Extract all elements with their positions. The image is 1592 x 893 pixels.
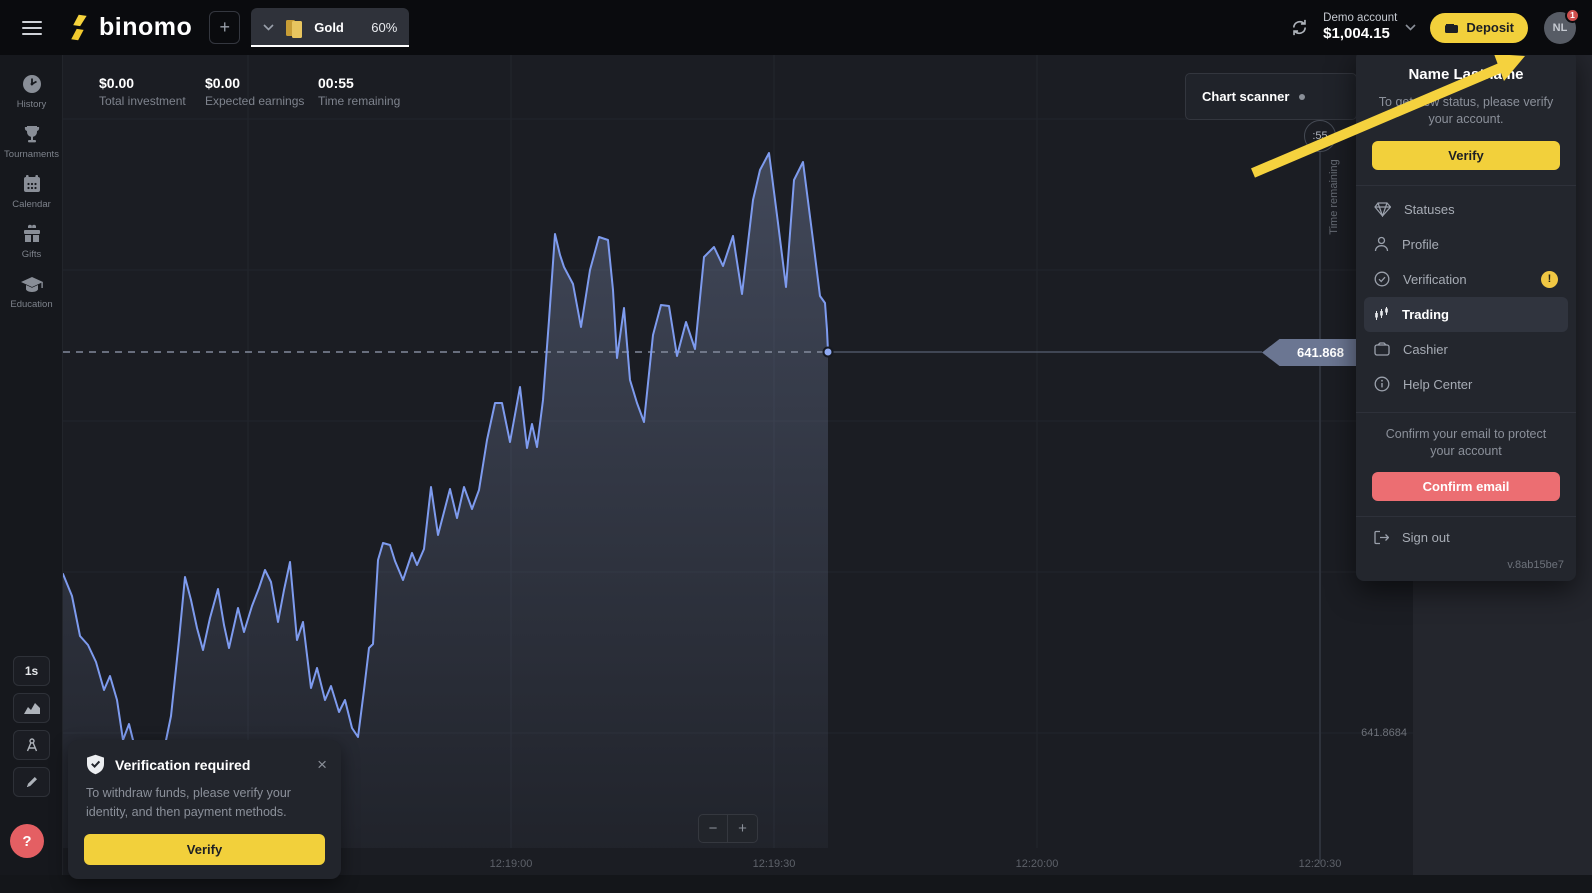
stat-time-remaining: 00:55 Time remaining [318,75,401,109]
stat-total-investment: $0.00 Total investment [99,75,186,109]
top-bar: binomo + Gold 60% Demo account $1,004.15 [0,0,1592,55]
avatar[interactable]: NL 1 [1544,7,1580,44]
left-sidebar: History Tournaments Calendar [0,55,63,893]
zoom-out-button[interactable]: − [698,814,728,843]
compass-icon [26,738,37,752]
chart-scanner-button[interactable]: Chart scanner [1185,73,1357,120]
help-button[interactable]: ? [10,824,44,858]
email-note: Confirm your email to protect your accou… [1385,426,1547,458]
status-note: To get new status, please verify your ac… [1378,95,1554,126]
verification-notification: Verification required × To withdraw fund… [68,740,341,879]
pencil-icon [26,777,37,787]
chart-zoom-controls: − + [698,814,758,843]
trophy-icon [24,126,39,143]
user-name: Name Lastname [1408,66,1524,83]
asset-tab-gold[interactable]: Gold 60% [251,8,410,47]
time-axis-tick: 12:19:00 [489,858,533,870]
check-circle-icon [1374,271,1390,287]
sidebar-item-gifts[interactable]: Gifts [0,222,63,260]
notification-title: Verification required [115,756,251,773]
gift-icon [23,224,40,242]
notification-verify-button[interactable]: Verify [84,833,325,865]
candlestick-chart-icon [1375,307,1388,321]
graduation-cap-icon [20,277,43,292]
timeframe-button[interactable]: 1s [13,656,50,686]
chart-type-button[interactable] [13,693,50,723]
deposit-label: Deposit [1466,20,1514,35]
sidebar-item-education[interactable]: Education [0,272,63,310]
zoom-in-button[interactable]: + [728,814,758,843]
sidebar-item-history[interactable]: History [0,72,63,110]
bottom-band [0,875,1592,893]
current-price-tag: 641.868 [1262,339,1365,366]
asset-name: Gold [314,20,344,35]
confirm-email-button[interactable]: Confirm email [1372,471,1560,501]
calendar-icon [23,175,40,192]
account-balance: $1,004.15 [1323,25,1390,43]
notification-body: To withdraw funds, please verify your id… [86,786,291,819]
area-chart-icon [23,703,40,714]
shield-check-icon [87,754,104,775]
sidebar-item-tournaments[interactable]: Tournaments [0,122,63,160]
drawing-tools-button[interactable] [13,767,50,797]
refresh-icon[interactable] [1290,18,1309,37]
logo-text: binomo [99,13,193,41]
lightning-bolt-icon [71,14,87,40]
chevron-down-icon[interactable] [1405,24,1416,31]
menu-item-statuses[interactable]: Statuses [1356,192,1576,227]
app-version: v.8ab15be7 [1507,558,1564,571]
gold-bars-icon [286,19,303,38]
add-asset-tab-button[interactable]: + [209,11,241,44]
stat-expected-earnings: $0.00 Expected earnings [205,75,305,109]
binomo-logo: binomo [71,13,192,42]
sidebar-item-calendar[interactable]: Calendar [0,172,63,210]
info-icon [1374,376,1390,392]
time-axis-tick: 12:20:00 [1015,858,1059,870]
price-axis-tick: 641.8684 [1361,727,1407,739]
menu-item-cashier[interactable]: Cashier [1356,332,1576,367]
time-axis-tick: 12:20:30 [1298,858,1342,870]
menu-item-verification[interactable]: Verification ! [1356,262,1576,297]
notification-count-badge: 1 [1565,7,1580,23]
wallet-icon [1445,24,1459,33]
sign-out-button[interactable]: Sign out [1356,517,1576,559]
menu-verify-button[interactable]: Verify [1372,140,1560,170]
diamond-icon [1374,202,1391,217]
person-icon [1374,237,1389,252]
account-switcher[interactable]: Demo account $1,004.15 [1323,11,1397,44]
time-axis-tick: 12:19:30 [752,858,796,870]
scanner-status-dot [1299,93,1306,100]
clock-icon [22,75,41,93]
chevron-down-icon [263,24,274,31]
verification-warning-badge: ! [1541,270,1558,288]
avatar-initials: NL [1552,21,1568,34]
deposit-button[interactable]: Deposit [1430,12,1528,43]
deadline-axis-label: Time remaining [1328,159,1340,235]
asset-payout: 60% [371,20,398,35]
hamburger-menu-icon[interactable] [0,0,63,55]
wallet-icon [1374,342,1390,356]
purchase-deadline-line [1319,152,1321,864]
account-menu: Name Lastname To get new status, please … [1356,50,1576,581]
menu-item-help-center[interactable]: Help Center [1356,367,1576,402]
account-type: Demo account [1323,11,1398,24]
sign-out-icon [1374,530,1389,545]
menu-item-trading[interactable]: Trading [1364,296,1568,332]
price-chart[interactable] [63,55,1413,893]
indicators-button[interactable] [13,730,50,760]
deadline-badge: :55 [1304,120,1336,152]
menu-item-profile[interactable]: Profile [1356,227,1576,262]
close-icon[interactable]: × [317,755,327,774]
